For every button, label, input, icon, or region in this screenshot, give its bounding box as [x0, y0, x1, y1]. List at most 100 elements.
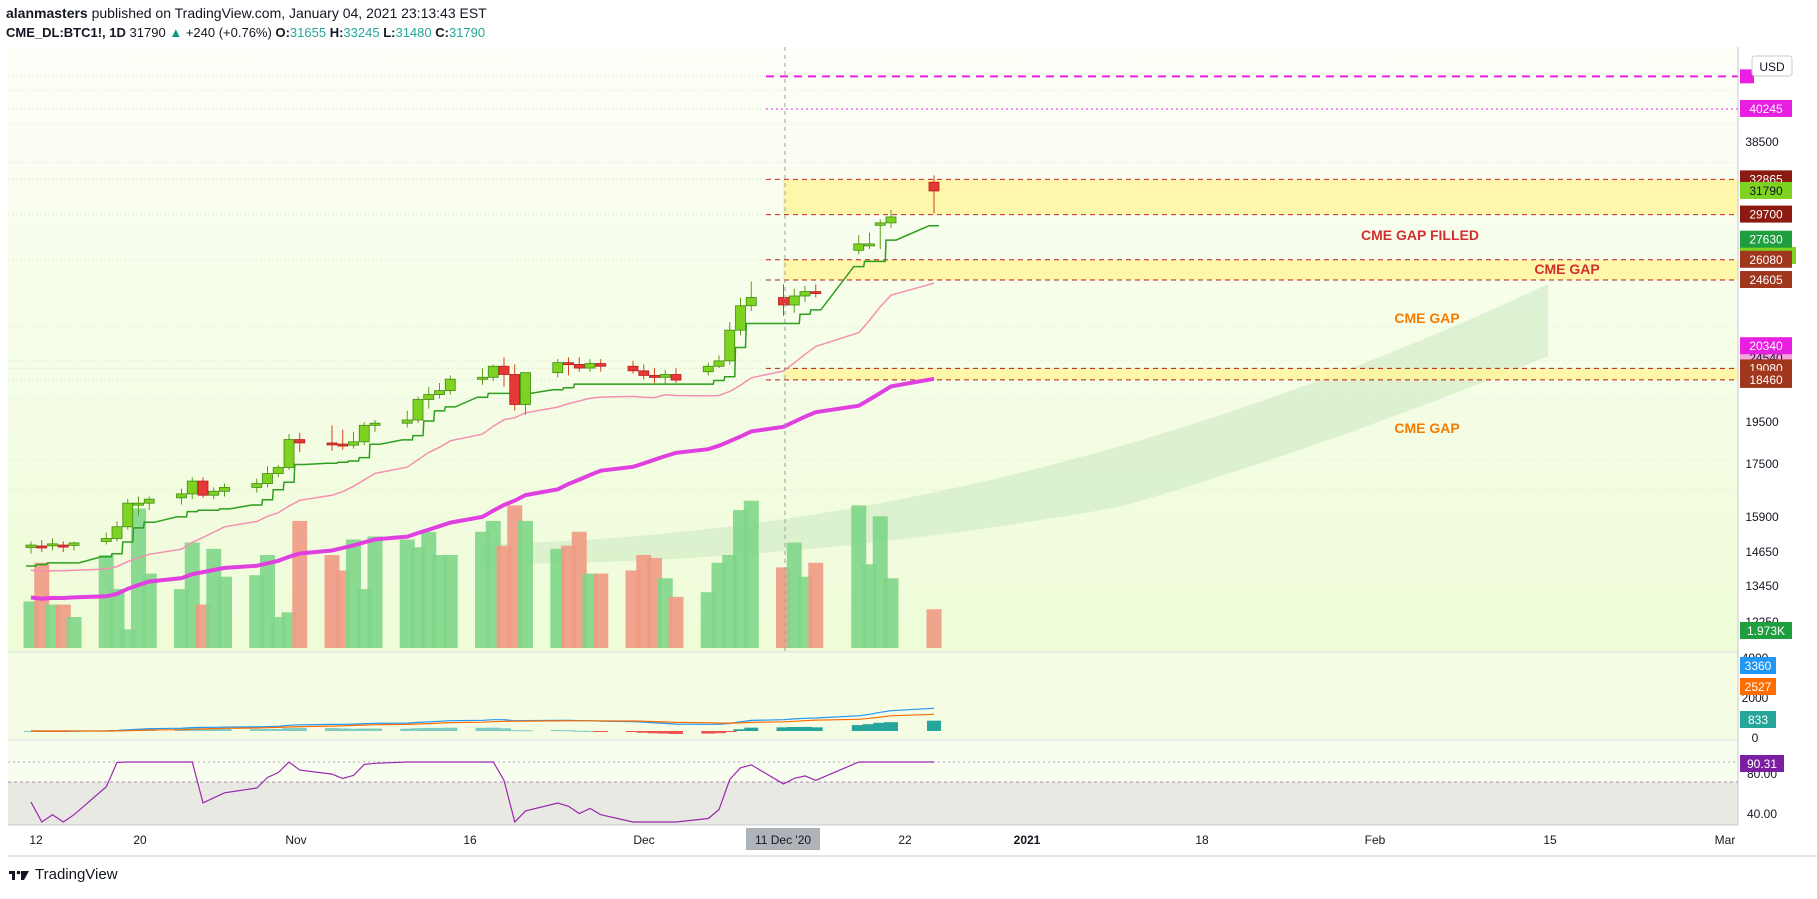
time-axis[interactable]: 12 20 Nov 16 Dec 22 2021 18 Feb 15 Mar: [29, 833, 1735, 847]
candle-body: [176, 493, 187, 499]
macd-histogram-bar: [873, 722, 888, 731]
macd-signal-line: [31, 713, 935, 732]
candle: [294, 432, 306, 453]
candle: [498, 357, 510, 387]
main-pane[interactable]: CME GAP FILLED CME GAP CME GAP CME GAP: [8, 47, 1738, 825]
author-name[interactable]: alanmasters: [6, 5, 88, 21]
candle: [111, 521, 123, 542]
candle: [810, 284, 822, 298]
candle: [928, 175, 940, 214]
symbol-name[interactable]: CME_DL:BTC1!, 1D: [6, 25, 126, 40]
candle: [509, 364, 521, 411]
candle: [735, 297, 746, 336]
volume-bar: [292, 520, 308, 648]
candle: [369, 419, 381, 432]
rsi-band: [8, 782, 1738, 825]
macd-histogram-bar: [507, 730, 522, 732]
price-chart[interactable]: CME GAP FILLED CME GAP CME GAP CME GAP 1…: [0, 44, 1817, 859]
macd-histogram-bar: [282, 728, 296, 731]
price-tag-label: 20340: [1749, 339, 1783, 353]
macd-line: [31, 707, 935, 732]
sma-slow-line: [30, 376, 935, 601]
candle: [702, 362, 714, 376]
time-tick-label: 16: [463, 833, 477, 847]
open-value: 31655: [289, 25, 327, 40]
candle: [520, 372, 531, 415]
price-tick-label: 13450: [1745, 579, 1779, 593]
price-tick-label: 15900: [1745, 510, 1779, 524]
macd-histogram-bar: [196, 728, 210, 731]
macd-histogram-bar: [346, 728, 361, 731]
price-tick-label: 14650: [1745, 545, 1779, 559]
candlesticks: [25, 175, 940, 554]
candle-body: [133, 502, 144, 506]
candle-body: [262, 473, 273, 484]
rsi-pane[interactable]: [8, 739, 1738, 825]
volume-bar: [593, 573, 609, 648]
gap-zone: [783, 179, 1738, 215]
currency-badge[interactable]: USD: [1751, 55, 1793, 77]
price-tag-bg: [1740, 337, 1792, 355]
crosshair-date-label: 11 Dec '20: [746, 828, 820, 850]
candle: [864, 232, 875, 250]
candle: [573, 357, 585, 372]
price-tag-label: 18460: [1749, 373, 1783, 387]
time-tick-label: 22: [898, 833, 912, 847]
up-arrow-icon: ▲: [169, 25, 183, 40]
rsi-tag-bg: [1740, 755, 1784, 772]
macd-tick-label: 0: [1752, 731, 1759, 745]
price-tag-label: 27630: [1749, 233, 1783, 247]
candle: [885, 209, 897, 228]
macd-histogram-bar: [325, 728, 339, 731]
candle-body: [36, 545, 48, 549]
macd-histogram-bar: [593, 731, 608, 732]
candle: [649, 368, 660, 383]
candle-body: [649, 375, 660, 378]
annotation-labels: CME GAP FILLED CME GAP CME GAP CME GAP: [1361, 227, 1600, 436]
candle: [788, 288, 800, 313]
macd-tag-label: 2527: [1745, 680, 1772, 694]
candle-body: [25, 544, 37, 548]
candle-body: [745, 297, 757, 307]
macd-histogram-bar: [260, 729, 275, 731]
candle-body: [713, 360, 725, 367]
macd-histogram-bar: [411, 728, 425, 731]
candle-body: [369, 422, 381, 426]
symbol-info: CME_DL:BTC1!, 1D 31790 ▲ +240 (+0.76%) O…: [6, 25, 485, 40]
time-tick-label: 20: [133, 833, 147, 847]
macd-histogram-bar: [733, 729, 748, 731]
candle: [262, 466, 273, 488]
time-tick-label: Mar: [1715, 833, 1736, 847]
macd-pane[interactable]: [8, 651, 1738, 740]
price-tag-label: 40245: [1749, 102, 1783, 116]
price-tag-bg: [1740, 181, 1792, 199]
macd-histogram-bar: [421, 727, 436, 731]
candle-body: [57, 544, 69, 548]
annotation-gap-filled: CME GAP FILLED: [1361, 227, 1479, 243]
macd-histogram-bar: [701, 731, 716, 734]
volume-bar: [926, 609, 942, 648]
macd-histogram-bar: [432, 727, 447, 731]
level-tag-marker: [1740, 69, 1754, 84]
candle-body: [853, 243, 865, 251]
candle: [68, 541, 80, 551]
candle: [283, 434, 295, 470]
candle: [434, 382, 445, 399]
macd-histogram-bar: [400, 728, 415, 731]
macd-axis[interactable]: 40002000033602527833: [1740, 651, 1776, 745]
candle: [487, 364, 499, 382]
candle: [563, 357, 574, 376]
candle: [143, 496, 155, 510]
macd-tag-label: 3360: [1745, 659, 1772, 673]
candle-body: [670, 374, 682, 381]
macd-histogram-bar: [357, 728, 372, 731]
footer-brand[interactable]: TradingView: [35, 866, 118, 883]
candle: [627, 360, 639, 374]
candle-body: [487, 365, 499, 378]
annotation-gap-2: CME GAP: [1394, 310, 1459, 326]
footer: TradingView: [8, 866, 118, 883]
trailing-stop-line: [26, 225, 939, 567]
candle-body: [412, 399, 424, 421]
candle-body: [143, 498, 155, 504]
